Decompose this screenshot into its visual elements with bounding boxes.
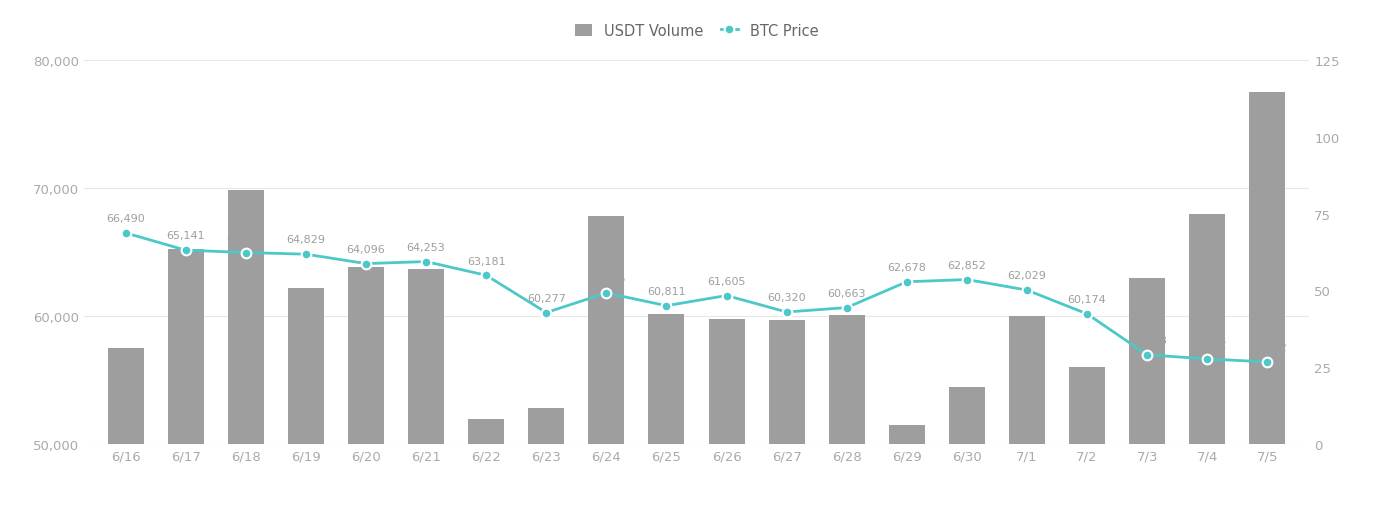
Text: 66,490: 66,490	[106, 214, 145, 224]
Text: 60,174: 60,174	[1067, 294, 1106, 305]
Text: 56,422: 56,422	[1248, 342, 1287, 352]
Bar	[1250, 92, 1286, 505]
Bar	[348, 268, 384, 505]
Bar	[1190, 214, 1226, 505]
Bar	[288, 288, 325, 505]
Bar	[408, 269, 444, 505]
Bar	[1009, 317, 1045, 505]
Text: 62,678: 62,678	[887, 263, 926, 273]
Text: 62,852: 62,852	[947, 260, 986, 270]
Text: 63,181: 63,181	[467, 256, 506, 266]
Text: 56,662: 56,662	[1188, 339, 1227, 349]
Text: 61,605: 61,605	[708, 276, 745, 286]
Bar	[648, 314, 684, 505]
Text: 60,277: 60,277	[527, 293, 566, 303]
Bar	[769, 320, 805, 505]
Text: 61,805: 61,805	[586, 274, 625, 284]
Text: 60,811: 60,811	[648, 286, 685, 296]
Bar	[889, 425, 925, 505]
Bar	[167, 250, 203, 505]
Bar	[949, 387, 985, 505]
Bar	[228, 191, 263, 505]
Text: 65,141: 65,141	[166, 231, 205, 241]
Text: 62,029: 62,029	[1007, 271, 1046, 281]
Bar	[528, 409, 564, 505]
Legend: USDT Volume, BTC Price: USDT Volume, BTC Price	[568, 18, 825, 44]
Text: 64,253: 64,253	[407, 242, 446, 252]
Text: 60,320: 60,320	[768, 293, 807, 302]
Bar	[107, 348, 143, 505]
Text: 64,829: 64,829	[287, 235, 326, 245]
Bar	[588, 217, 624, 505]
Bar	[468, 419, 504, 505]
Text: 64,960: 64,960	[227, 233, 265, 243]
Bar	[829, 315, 865, 505]
Text: 56,978: 56,978	[1128, 335, 1166, 345]
Text: 64,096: 64,096	[347, 244, 386, 255]
Bar	[709, 319, 745, 505]
Bar	[1130, 278, 1165, 505]
Bar	[1068, 368, 1105, 505]
Text: 60,663: 60,663	[827, 288, 866, 298]
